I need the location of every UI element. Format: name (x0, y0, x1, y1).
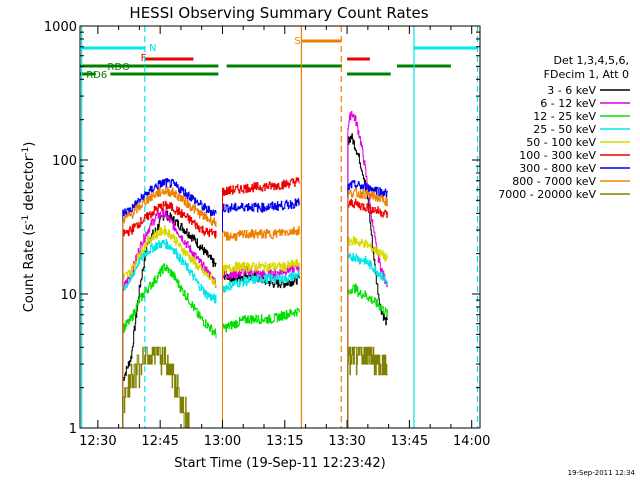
x-tick-label-6: 14:00 (453, 434, 490, 449)
flag-label-rd6: RD6 (86, 70, 107, 81)
y-tick-label-2: 100 (52, 154, 77, 169)
x-tick-label-0: 12:30 (79, 434, 116, 449)
x-tick-label-5: 13:45 (391, 434, 428, 449)
x-tick-label-4: 13:30 (328, 434, 365, 449)
series-line-5-segment-1 (222, 177, 300, 428)
y-tick-label-1: 10 (60, 288, 77, 303)
series-line-3-segment-0 (122, 239, 217, 428)
series-line-2-segment-1 (222, 307, 300, 428)
series-line-7-segment-2 (347, 187, 388, 428)
flag-label-s: S (294, 36, 300, 47)
legend: Det 1,3,4,5,6, FDecim 1, Att 0 3 - 6 keV… (498, 54, 630, 201)
y-axis-label-exponent-2: -1 (21, 147, 31, 156)
series-line-6-segment-0 (122, 178, 217, 428)
series-line-4-segment-1 (222, 259, 300, 428)
series-line-2-segment-2 (347, 283, 388, 428)
y-axis-label: Count Rate (s-1 detector-1) (21, 142, 37, 313)
y-axis-label-middle: detector (22, 155, 37, 215)
mode-change-lines (81, 26, 479, 428)
x-axis-label: Start Time (19-Sep-11 12:23:42) (174, 456, 385, 471)
series-line-5-segment-0 (122, 200, 217, 428)
legend-header-line1: Det 1,3,4,5,6, (553, 54, 629, 67)
legend-entry-label-1: 6 - 12 keV (540, 97, 596, 110)
y-axis-label-prefix: Count Rate (s (22, 224, 37, 313)
series-line-8-segment-2 (347, 346, 388, 428)
legend-entry-label-6: 300 - 800 keV (519, 162, 596, 175)
flag-label-rdo: RDO (107, 62, 130, 73)
legend-entry-label-8: 7000 - 20000 keV (498, 188, 596, 201)
y-tick-label-0: 1 (69, 422, 77, 437)
series-layer (122, 111, 388, 428)
series-line-4-segment-2 (347, 235, 388, 428)
series-line-6-segment-1 (222, 198, 300, 428)
flag-label-n: N (149, 43, 156, 54)
series-line-1-segment-0 (122, 209, 217, 428)
plot-frame (79, 25, 481, 429)
series-line-3-segment-1 (222, 270, 300, 428)
series-line-8-segment-0 (122, 346, 192, 428)
legend-entry-label-4: 50 - 100 keV (526, 136, 596, 149)
legend-entry-label-2: 12 - 25 keV (533, 110, 596, 123)
legend-header-line2: FDecim 1, Att 0 (544, 68, 629, 81)
x-tick-label-2: 13:00 (204, 434, 241, 449)
legend-entry-label-0: 3 - 6 keV (547, 84, 596, 97)
chart-title: HESSI Observing Summary Count Rates (129, 4, 428, 22)
legend-entry-label-5: 100 - 300 keV (519, 149, 596, 162)
footer-date: 19-Sep-2011 12:34 (568, 469, 636, 477)
series-line-7-segment-1 (222, 226, 300, 428)
series-line-5-segment-2 (347, 198, 388, 428)
x-tick-label-3: 13:15 (266, 434, 303, 449)
y-tick-label-3: 1000 (44, 20, 77, 35)
legend-entry-label-7: 800 - 7000 keV (512, 175, 596, 188)
legend-entry-label-3: 25 - 50 keV (533, 123, 596, 136)
x-tick-label-1: 12:45 (141, 434, 178, 449)
flag-label-f: F (141, 53, 147, 64)
series-line-7-segment-0 (122, 186, 217, 428)
series-line-3-segment-2 (347, 253, 388, 428)
axes: 12:30 12:45 13:00 13:15 13:30 13:45 14:00 1 10 10… (44, 20, 491, 449)
y-axis-label-suffix: ) (22, 142, 37, 147)
y-axis-label-exponent-1: -1 (21, 215, 31, 224)
series-line-2-segment-0 (122, 263, 217, 428)
series-line-4-segment-0 (122, 225, 217, 428)
